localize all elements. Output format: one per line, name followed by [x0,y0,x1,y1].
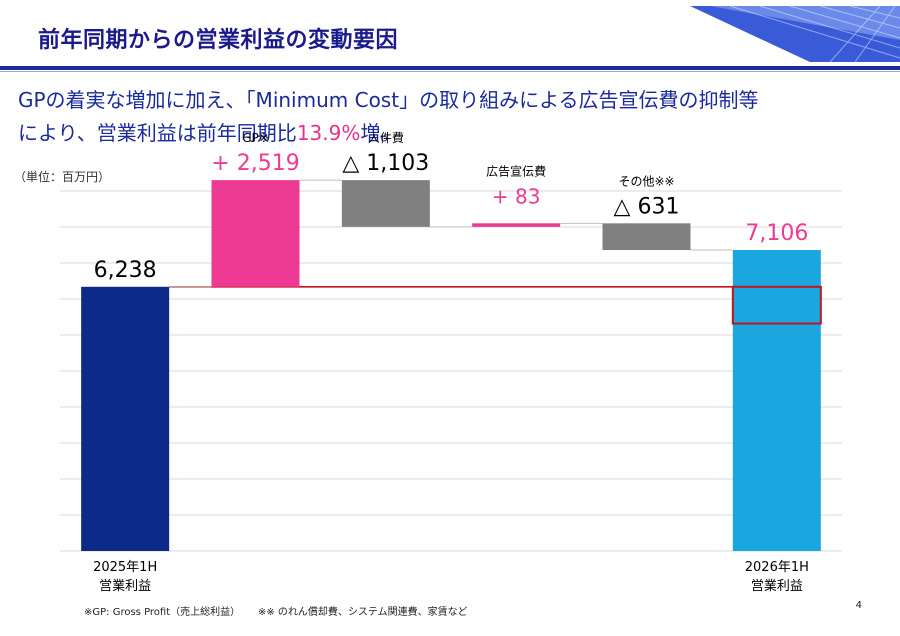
increase-bar [472,223,561,227]
lead-line-2b: 増。 [360,121,401,145]
lead-line-2a: により、営業利益は前年同期比 [18,121,297,145]
corner-decoration [690,5,900,62]
lead-highlight: 13.9% [296,121,361,145]
value-label: △ 1,103 [342,151,429,176]
increase-bar [211,180,300,287]
value-label: 6,238 [94,258,157,283]
decrease-bar [341,180,430,227]
value-label: △ 631 [614,194,680,219]
value-label: 7,106 [745,221,808,246]
total-bar [81,286,170,551]
footnote-other: ※※ のれん償却費、システム関連費、家賃など [258,607,468,618]
title-rule-thin [0,71,900,72]
axis-label: 2025年1H [93,560,157,575]
lead-line-2: により、営業利益は前年同期比13.9%増。 [18,117,888,150]
axis-label: 営業利益 [99,578,151,594]
lead-text: GPの着実な増加に加え、「Minimum Cost」の取り組みによる広告宣伝費の… [18,84,888,150]
unit-label: （単位：百万円） [14,170,111,184]
value-label: + 2,519 [211,151,299,176]
total-bar [732,250,821,552]
increase-highlight-box [731,285,822,325]
decrease-bar [602,223,691,251]
category-label: 人件費 [368,130,404,145]
axis-label: 2026年1H [745,560,809,575]
title-rule [0,66,900,70]
page-title: 前年同期からの営業利益の変動要因 [38,28,399,53]
category-label: GP※ [242,131,269,145]
category-label: その他※※ [618,174,674,188]
footnote-gp: ※GP: Gross Profit（売上総利益） [84,607,241,618]
axis-label: 営業利益 [751,578,803,594]
page-number: 4 [855,600,862,611]
category-label: 広告宣伝費 [486,163,546,178]
lead-line-1: GPの着実な増加に加え、「Minimum Cost」の取り組みによる広告宣伝費の… [18,88,759,112]
value-label: + 83 [492,184,541,208]
